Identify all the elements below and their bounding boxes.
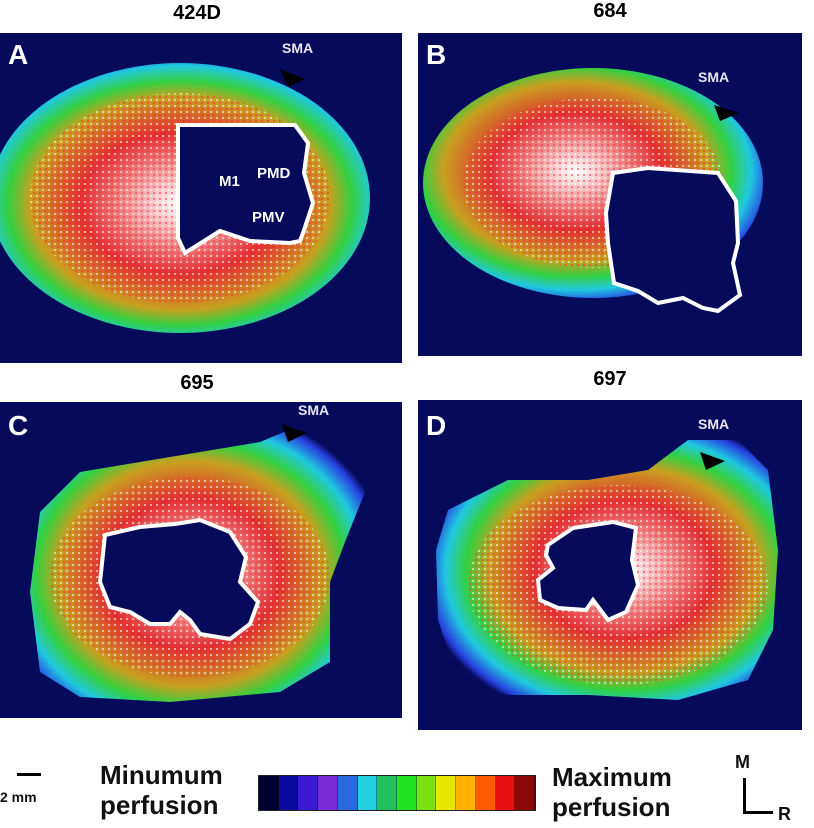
colorbar-swatch — [475, 776, 496, 810]
colorbar-swatch — [259, 776, 279, 810]
compass-right-label: R — [778, 804, 791, 824]
panel-b-image: B SMA — [418, 33, 802, 356]
panel-c-sma-label: SMA — [298, 402, 330, 418]
colorbar-swatch — [456, 776, 476, 810]
panel-c-letter: C — [8, 410, 29, 441]
colorbar-swatch — [337, 776, 358, 810]
compass-horizontal-axis — [743, 811, 773, 814]
panel-a-title: 424D — [173, 2, 221, 24]
panel-c-image: C SMA — [0, 402, 402, 718]
colorbar-swatch — [436, 776, 457, 810]
legend-max-line1: Maximum — [552, 762, 672, 792]
colorbar-swatch — [416, 776, 437, 810]
panel-a-image: A SMA M1 PMD PMV — [0, 33, 402, 363]
colorbar-swatch — [495, 776, 516, 810]
perfusion-colorbar — [258, 775, 536, 811]
colorbar-swatch — [298, 776, 319, 810]
legend-max-label: Maximum perfusion — [552, 762, 672, 822]
panel-b-letter: B — [426, 39, 447, 70]
panel-a-sma-label: SMA — [282, 40, 314, 56]
compass-medial-label: M — [735, 752, 750, 772]
region-label-pmd: PMD — [257, 165, 291, 182]
panel-a-letter: A — [8, 39, 29, 70]
region-label-pmv: PMV — [252, 209, 285, 226]
colorbar-swatch — [377, 776, 398, 810]
legend-min-label: Minumum perfusion — [100, 760, 223, 820]
panel-b-sma-label: SMA — [698, 69, 730, 85]
colorbar-swatch — [318, 776, 338, 810]
scale-bar-label: 2 mm — [0, 789, 37, 805]
panel-d-sma-label: SMA — [698, 416, 730, 432]
colorbar-swatch — [278, 776, 299, 810]
colorbar-swatch — [357, 776, 378, 810]
legend-max-line2: perfusion — [552, 792, 671, 822]
legend-min-line1: Minumum — [100, 760, 223, 790]
legend-min-line2: perfusion — [100, 790, 219, 820]
panel-b-title: 684 — [593, 0, 627, 22]
colorbar-swatch — [515, 776, 536, 810]
region-label-m1: M1 — [219, 173, 240, 190]
panel-d-image: D SMA — [418, 400, 802, 730]
compass-vertical-axis — [743, 778, 746, 814]
panel-d-letter: D — [426, 410, 447, 441]
colorbar-swatch — [397, 776, 417, 810]
panel-c-title: 695 — [180, 372, 214, 394]
panel-d-title: 697 — [593, 368, 627, 390]
scale-bar — [17, 773, 41, 776]
